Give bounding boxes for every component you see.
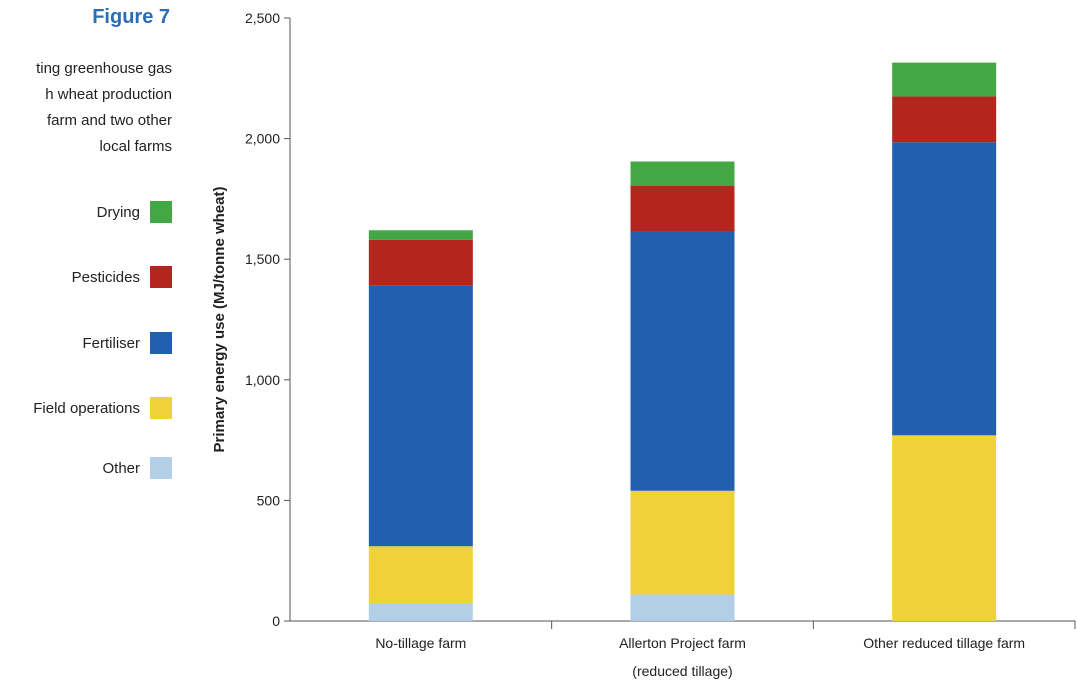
x-tick-label: Allerton Project farm bbox=[619, 635, 746, 651]
figure-caption: ting greenhouse gas h wheat production f… bbox=[36, 56, 172, 160]
bar-segment-pesticides bbox=[892, 96, 997, 143]
caption-line: ting greenhouse gas bbox=[36, 60, 172, 77]
legend-label: Drying bbox=[96, 204, 140, 221]
legend-swatch-fertiliser bbox=[150, 332, 172, 354]
legend-swatch-field-operations bbox=[150, 397, 172, 419]
legend-item-other: Other bbox=[0, 457, 180, 481]
caption-line: h wheat production bbox=[45, 86, 172, 103]
caption-line: farm and two other bbox=[46, 112, 172, 129]
caption-line: local farms bbox=[99, 138, 172, 155]
legend-item-fertiliser: Fertiliser bbox=[0, 332, 180, 356]
legend-item-drying: Drying bbox=[0, 201, 180, 225]
legend-item-pesticides: Pesticides bbox=[0, 266, 180, 290]
bar-segment-field-operations bbox=[368, 546, 473, 603]
y-tick-label: 1,500 bbox=[245, 251, 280, 267]
bar-segment-fertiliser bbox=[630, 231, 735, 491]
bar-segment-fertiliser bbox=[368, 285, 473, 547]
legend-swatch-other bbox=[150, 457, 172, 479]
bar-segment-other bbox=[368, 602, 473, 621]
bar-segment-fertiliser bbox=[892, 142, 997, 436]
bar-segment-field-operations bbox=[630, 490, 735, 595]
bar-segment-drying bbox=[892, 62, 997, 97]
x-tick-label: Other reduced tillage farm bbox=[863, 635, 1025, 651]
bar-segment-drying bbox=[368, 230, 473, 240]
y-tick-label: 2,000 bbox=[245, 131, 280, 147]
legend-label: Pesticides bbox=[71, 269, 140, 286]
chart-legend: Drying Pesticides Fertiliser Field opera… bbox=[0, 0, 180, 682]
y-tick-label: 0 bbox=[272, 613, 280, 629]
y-tick-label: 1,000 bbox=[245, 372, 280, 388]
bar-segment-field-operations bbox=[892, 435, 997, 621]
y-axis-title: Primary energy use (MJ/tonne wheat) bbox=[211, 187, 228, 453]
legend-label: Field operations bbox=[33, 400, 140, 417]
legend-item-field-operations: Field operations bbox=[0, 397, 180, 421]
bar-segment-other bbox=[630, 594, 735, 621]
figure-title: Figure 7 bbox=[92, 6, 170, 28]
y-tick-label: 500 bbox=[257, 492, 281, 508]
bar-segment-pesticides bbox=[630, 185, 735, 232]
legend-swatch-drying bbox=[150, 201, 172, 223]
bar-segment-pesticides bbox=[368, 239, 473, 286]
legend-label: Other bbox=[102, 460, 140, 477]
legend-swatch-pesticides bbox=[150, 266, 172, 288]
legend-label: Fertiliser bbox=[82, 335, 140, 352]
bar-segment-drying bbox=[630, 161, 735, 186]
y-tick-label: 2,500 bbox=[245, 10, 280, 26]
x-tick-label: No-tillage farm bbox=[375, 635, 466, 651]
x-tick-label: (reduced tillage) bbox=[632, 663, 732, 679]
